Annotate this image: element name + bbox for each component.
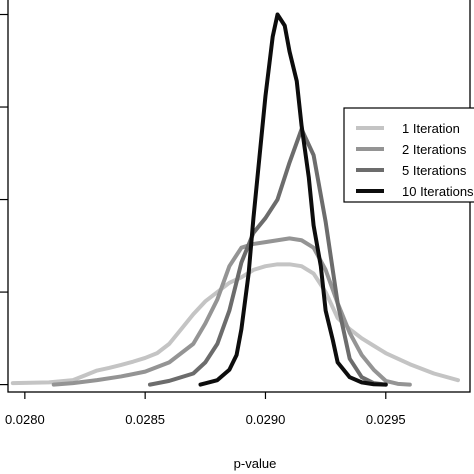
legend-label-1: 1 Iteration <box>402 121 460 136</box>
series-layer <box>10 12 460 387</box>
y-axis <box>0 13 8 386</box>
series-line-4 <box>198 12 388 387</box>
x-axis-title: p-value <box>234 456 277 471</box>
x-axis: 0.0280 0.0285 0.0290 0.0295 <box>5 392 406 427</box>
legend: 1 Iteration 2 Iterations 5 Iterations 10 It… <box>343 107 474 203</box>
legend-label-2: 2 Iterations <box>402 142 467 157</box>
series-line-2 <box>51 236 412 387</box>
legend-label-3: 5 Iterations <box>402 163 467 178</box>
series-line-3 <box>147 127 388 387</box>
legend-box <box>343 107 474 203</box>
x-tick-label-3: 0.0295 <box>366 412 406 427</box>
series-line-1 <box>10 262 460 386</box>
legend-label-4: 10 Iterations <box>402 184 474 199</box>
x-tick-label-2: 0.0290 <box>246 412 286 427</box>
x-tick-label-1: 0.0285 <box>125 412 165 427</box>
x-tick-label-0: 0.0280 <box>5 412 45 427</box>
